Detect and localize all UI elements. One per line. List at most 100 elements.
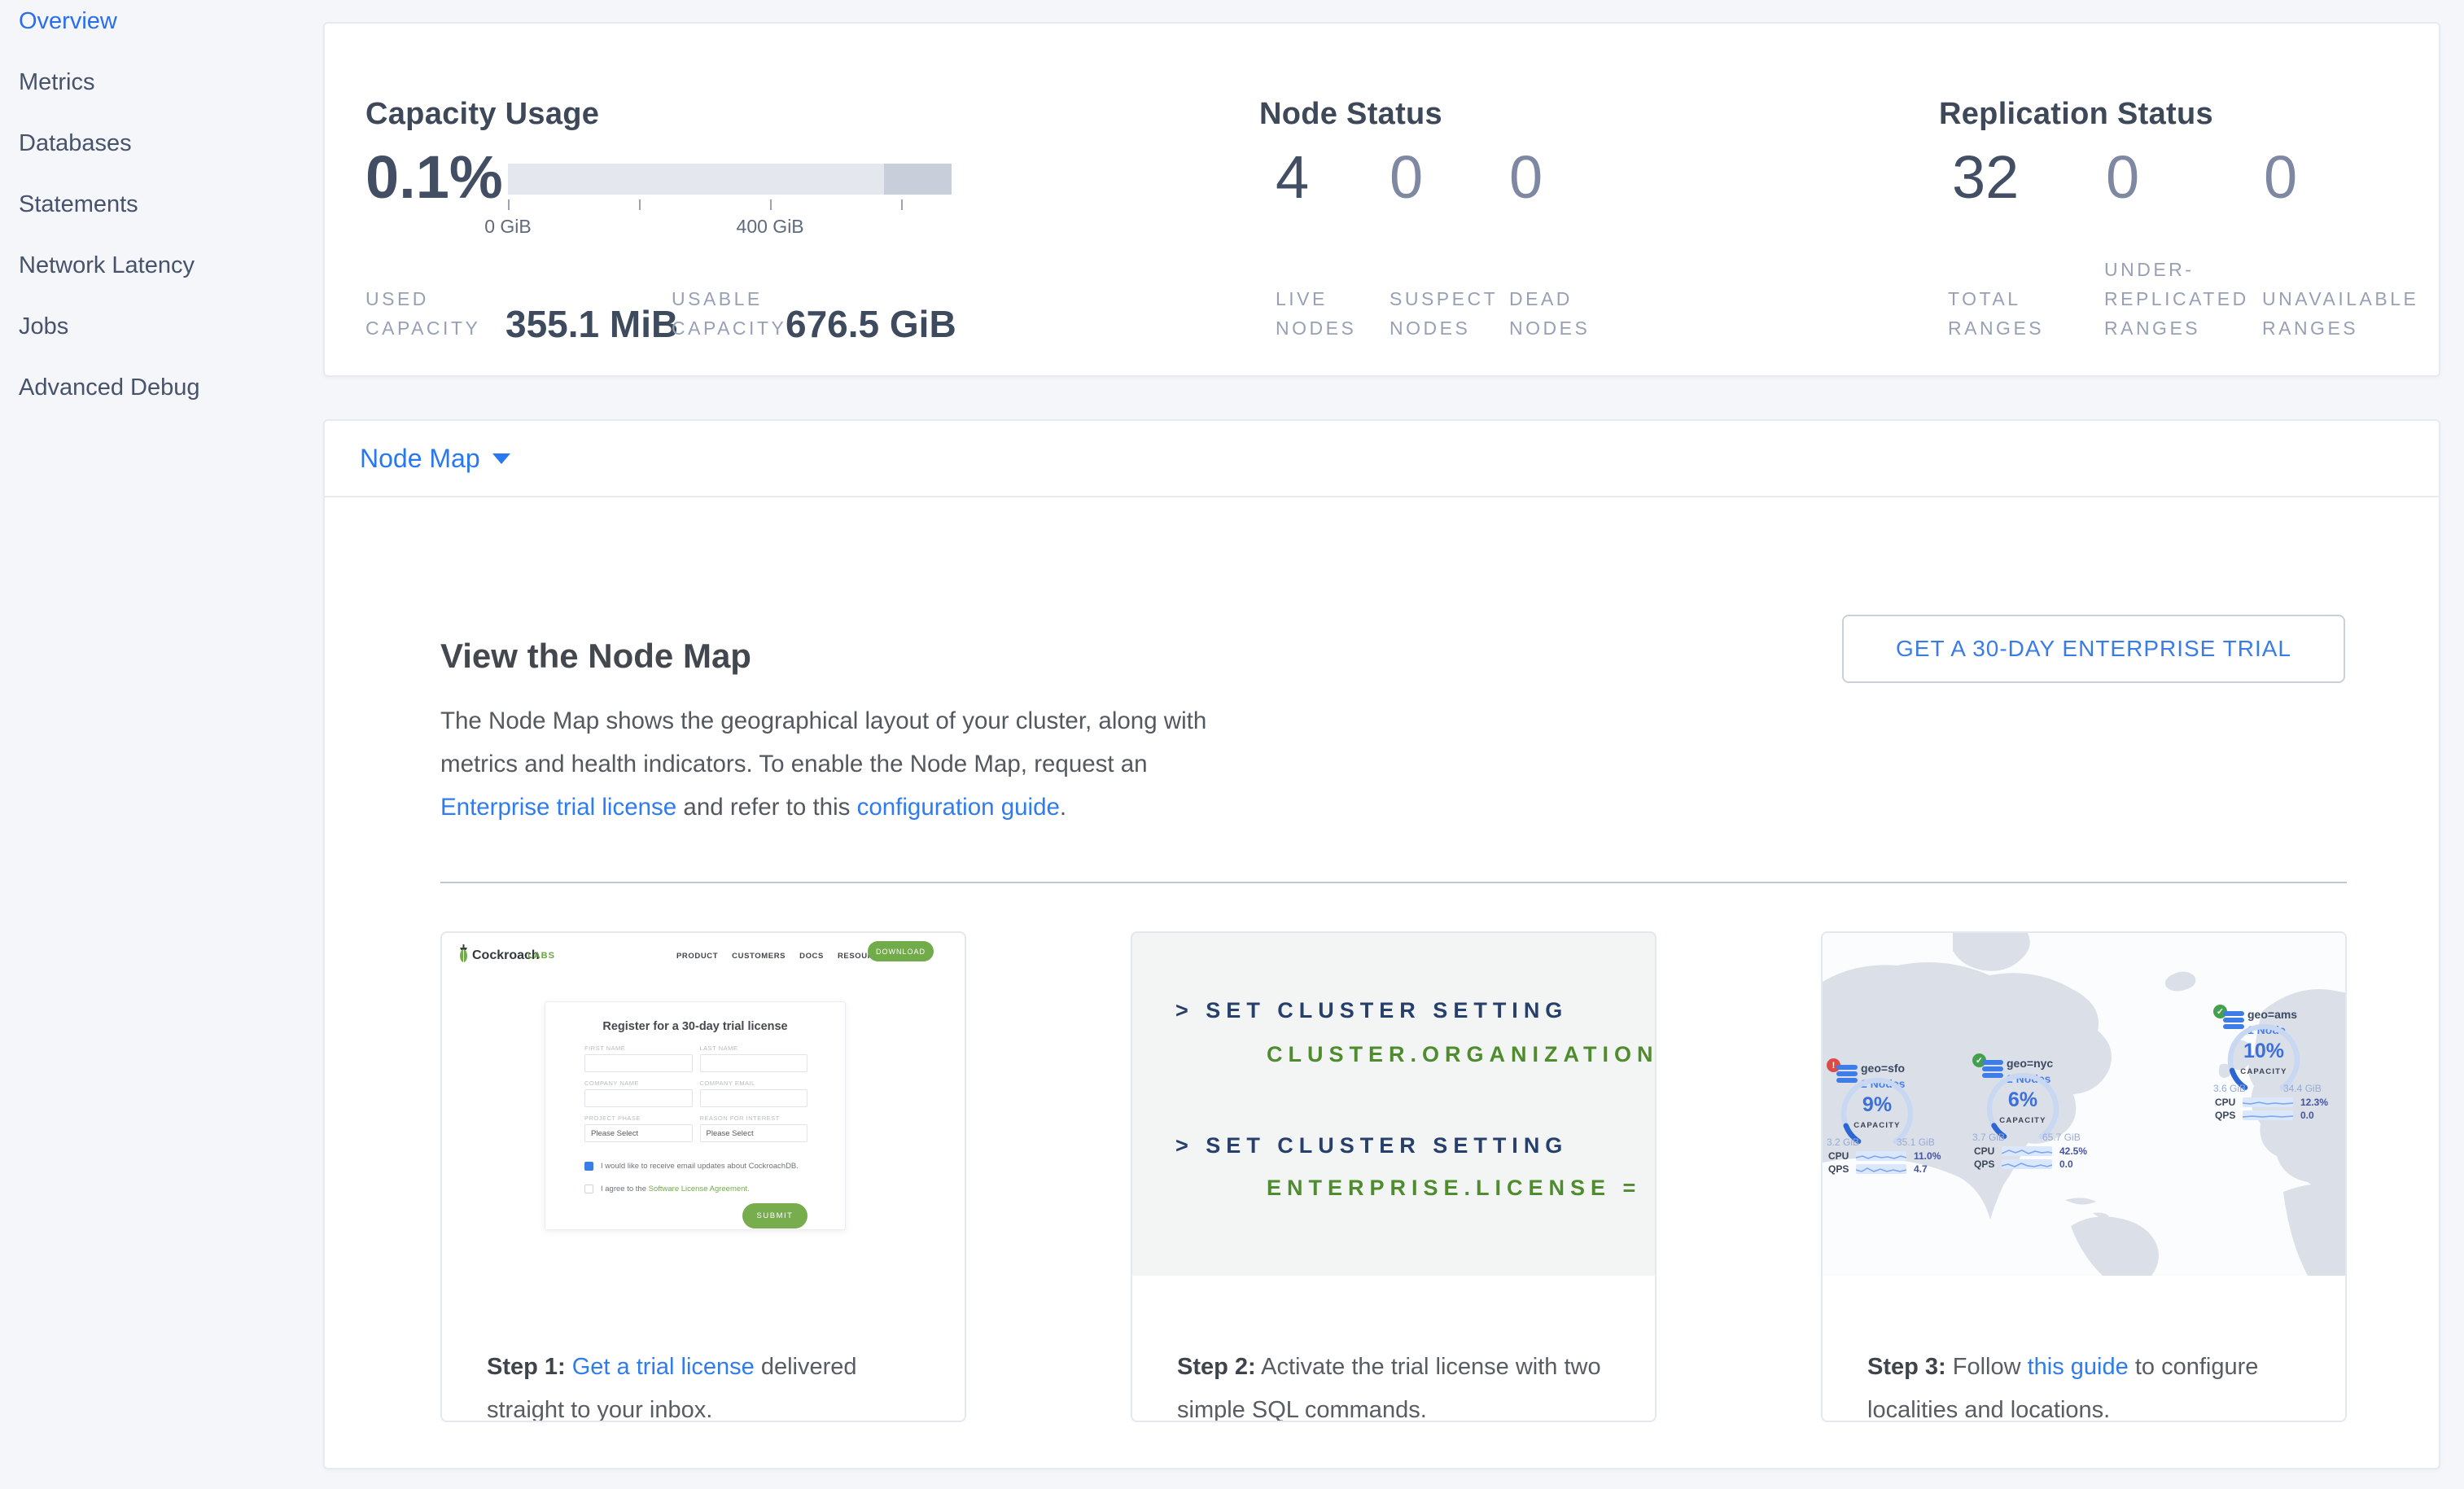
dead-nodes-count: 0	[1509, 143, 1543, 211]
download-button: DOWNLOAD	[868, 941, 934, 961]
form-fields: FIRST NAME LAST NAME COMPANY NAME COMPAN…	[584, 1044, 807, 1150]
capacity-bar-track	[508, 164, 952, 195]
checkbox-label: I agree to the Software License Agreemen…	[601, 1185, 750, 1193]
step-number: Step 1:	[487, 1354, 566, 1380]
enterprise-trial-license-link[interactable]: Enterprise trial license	[440, 793, 677, 821]
text-field	[584, 1089, 693, 1107]
select-field: Please Select	[584, 1124, 693, 1142]
live-nodes-label: LIVE NODES	[1276, 288, 1357, 339]
divider	[440, 882, 2347, 883]
capacity-gauge: 6% CAPACITY	[1984, 1070, 2062, 1148]
capacity-max: 34.4 GiB	[2283, 1083, 2322, 1094]
database-icon	[1836, 1065, 1858, 1083]
capacity-gauge: 9% CAPACITY	[1838, 1075, 1916, 1153]
usable-capacity-label: USABLE CAPACITY	[672, 288, 787, 339]
capacity-max: 65.7 GiB	[2042, 1132, 2081, 1143]
suspect-nodes-label: SUSPECT NODES	[1390, 288, 1498, 339]
cpu-sparkline	[2243, 1097, 2293, 1107]
nav-item: DOCS	[799, 952, 824, 961]
sql-setting-name: CLUSTER.ORGANIZATION =	[1267, 1042, 1657, 1066]
qps-sparkline	[2002, 1159, 2052, 1169]
unavailable-ranges-count: 0	[2264, 143, 2298, 211]
sidebar: Overview Metrics Databases Statements Ne…	[0, 0, 323, 1480]
nav-item: RESOURCES	[837, 952, 891, 961]
capacity-percent: 9%	[1862, 1093, 1893, 1116]
capacity-label: CAPACITY	[1853, 1121, 1901, 1130]
node-map-description: The Node Map shows the geographical layo…	[440, 699, 1226, 829]
capacity-max: 35.1 GiB	[1897, 1136, 1935, 1148]
node-status-title: Node Status	[1259, 97, 1442, 131]
capacity-usage-title: Capacity Usage	[365, 97, 600, 131]
get-trial-license-link[interactable]: Get a trial license	[571, 1354, 755, 1380]
cpu-value: 42.5%	[2059, 1145, 2088, 1157]
field-label: PROJECT PHASE	[584, 1115, 641, 1122]
this-guide-link[interactable]: this guide	[2027, 1354, 2129, 1380]
sql-command: SET CLUSTER SETTING	[1206, 1133, 1569, 1158]
axis-tick-label: 400 GiB	[736, 216, 804, 237]
capacity-label: CAPACITY	[2240, 1067, 2287, 1076]
brand-suffix: LABS	[527, 951, 555, 961]
sidebar-item-overview[interactable]: Overview	[19, 8, 117, 34]
submit-button: SUBMIT	[742, 1203, 807, 1228]
field-label: REASON FOR INTEREST	[699, 1115, 780, 1122]
sidebar-item-jobs[interactable]: Jobs	[19, 313, 69, 339]
axis-tick-label: 0 GiB	[484, 216, 532, 237]
page-title: View the Node Map	[440, 636, 751, 675]
capacity-used-percent: 0.1%	[365, 143, 503, 211]
total-ranges-count: 32	[1952, 143, 2020, 211]
capacity-bar-segment	[884, 164, 952, 195]
used-capacity-value: 355.1 MiB	[505, 303, 679, 345]
locality-widget: ✓ geo=ams 1 Node 10% CAPACITY 3.6	[2213, 1003, 2345, 1125]
cpu-label: CPU	[1974, 1145, 1995, 1157]
license-checkbox-row: I agree to the Software License Agreemen…	[584, 1185, 750, 1193]
sql-command: SET CLUSTER SETTING	[1206, 998, 1569, 1023]
axis-tick	[770, 199, 772, 210]
trial-registration-form: Register for a 30-day trial license FIRS…	[545, 1001, 846, 1230]
configuration-guide-link[interactable]: configuration guide	[856, 793, 1060, 821]
sql-prompt: >	[1175, 1133, 1194, 1158]
sidebar-item-network-latency[interactable]: Network Latency	[19, 252, 195, 278]
qps-sparkline	[1856, 1164, 1906, 1174]
cpu-sparkline	[2002, 1146, 2052, 1156]
checkbox-label: I would like to receive email updates ab…	[601, 1162, 799, 1171]
database-icon	[1982, 1060, 2003, 1078]
qps-label: QPS	[1974, 1158, 1995, 1170]
cpu-sparkline	[1856, 1151, 1906, 1161]
text-field	[584, 1054, 693, 1072]
sidebar-item-databases[interactable]: Databases	[19, 130, 132, 156]
step1-caption: Step 1: Get a trial license delivered st…	[487, 1346, 933, 1421]
qps-value: 0.0	[2300, 1110, 2314, 1121]
step2-card: > SET CLUSTER SETTING CLUSTER.ORGANIZATI…	[1131, 931, 1657, 1422]
sidebar-item-metrics[interactable]: Metrics	[19, 69, 95, 95]
capacity-min: 3.7 GiB	[1972, 1132, 2006, 1143]
database-icon	[2223, 1011, 2244, 1029]
sidebar-item-advanced-debug[interactable]: Advanced Debug	[19, 374, 200, 401]
used-capacity-label: USED CAPACITY	[365, 288, 481, 339]
text-field	[699, 1054, 807, 1072]
nav-item: PRODUCT	[676, 952, 719, 961]
under-replicated-ranges-count: 0	[2106, 143, 2140, 211]
checkbox-checked-icon	[584, 1162, 593, 1171]
chevron-down-icon[interactable]	[492, 453, 510, 464]
sql-setting-name: ENTERPRISE.LICENSE =	[1267, 1176, 1642, 1200]
step1-card: Cockroach LABS PRODUCT CUSTOMERS DOCS RE…	[440, 931, 966, 1422]
description-text: .	[1059, 793, 1067, 821]
capacity-min: 3.6 GiB	[2213, 1083, 2247, 1094]
select-field: Please Select	[699, 1124, 807, 1142]
step2-caption: Step 2: Activate the trial license with …	[1177, 1346, 1623, 1421]
sql-snippet-pane: > SET CLUSTER SETTING CLUSTER.ORGANIZATI…	[1132, 933, 1655, 1276]
capacity-label: CAPACITY	[1999, 1116, 2046, 1125]
field-label: LAST NAME	[699, 1044, 738, 1052]
brand-name: Cockroach	[472, 948, 540, 962]
node-map-card: Node Map View the Node Map The Node Map …	[323, 419, 2440, 1469]
node-map-dropdown[interactable]: Node Map	[360, 443, 480, 473]
locality-widget: ! geo=sfo 2 Nodes 9% CAPACITY 3.2	[1827, 1057, 1970, 1179]
locality-name: geo=nyc	[2007, 1057, 2054, 1070]
enterprise-trial-button[interactable]: GET A 30-DAY ENTERPRISE TRIAL	[1842, 615, 2345, 683]
step3-caption: Step 3: Follow this guide to configure l…	[1867, 1346, 2313, 1421]
capacity-percent: 6%	[2007, 1088, 2038, 1111]
qps-sparkline	[2243, 1110, 2293, 1120]
axis-tick	[508, 199, 510, 210]
sidebar-item-statements[interactable]: Statements	[19, 191, 138, 217]
cpu-label: CPU	[1828, 1150, 1849, 1162]
